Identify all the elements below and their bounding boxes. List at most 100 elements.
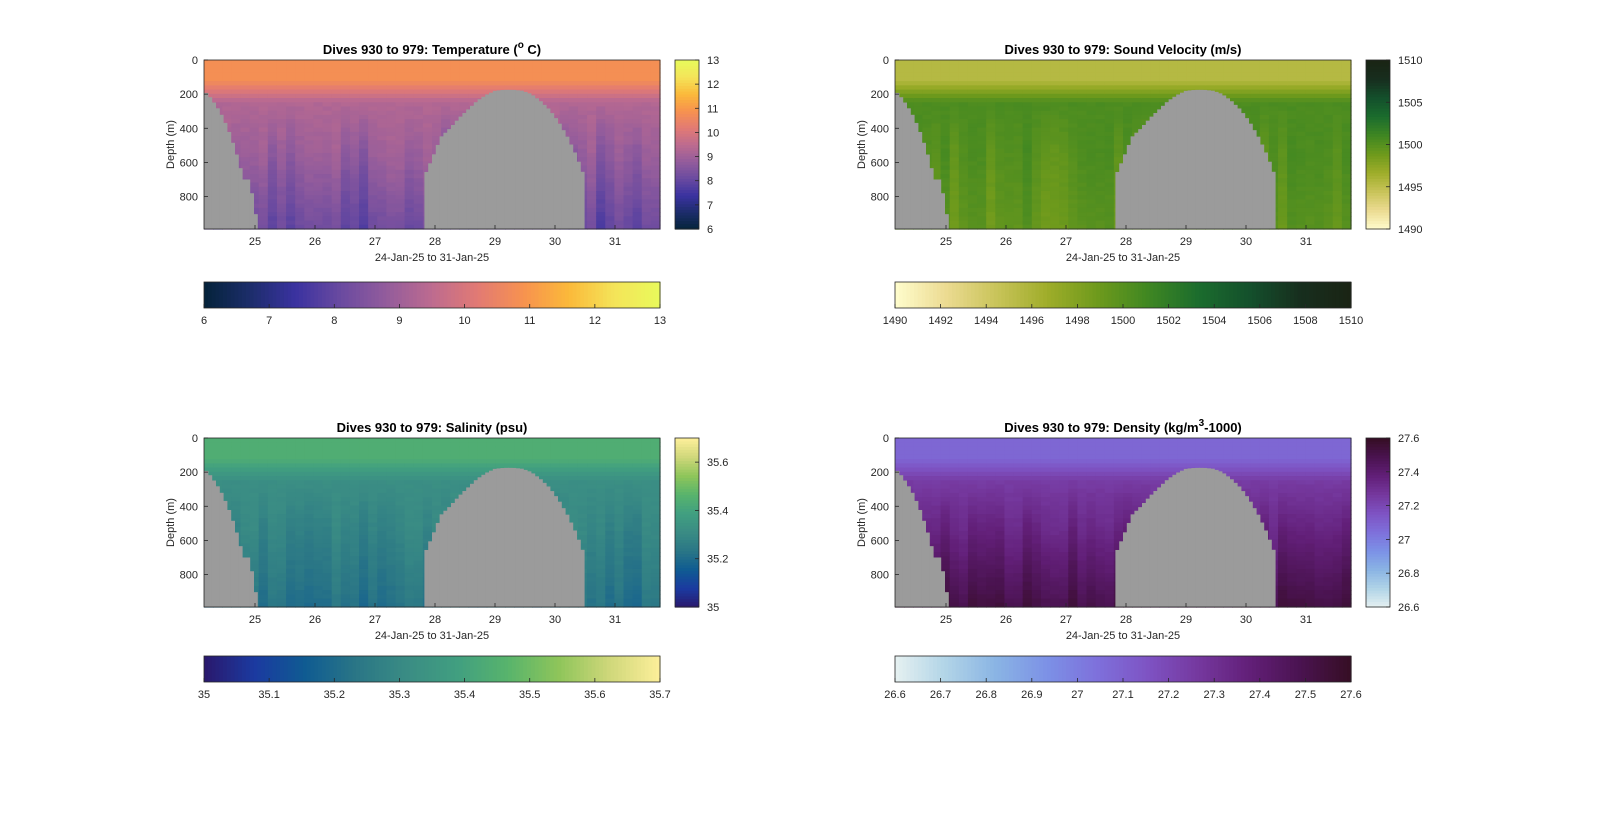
heatmap-cell [931,165,942,171]
heatmap-cell [568,106,579,112]
heatmap-cell [240,438,251,443]
heatmap-cell [986,216,996,222]
heatmap-cell [587,136,597,141]
colorbar-swatch [925,282,930,308]
heatmap-cell [995,224,1006,230]
heatmap-cell [368,68,378,74]
heatmap-cell [1132,81,1142,86]
heatmap-cell [477,60,488,65]
heatmap-cell [1040,106,1051,112]
heatmap-cell [258,165,269,171]
heatmap-cell [322,102,333,108]
heatmap-cell [340,110,351,116]
heatmap-cell [331,72,342,78]
heatmap-cell [1031,89,1042,95]
heatmap-cell [931,131,942,137]
heatmap-cell [276,199,287,205]
heatmap-cell [276,144,287,150]
heatmap-cell [450,76,460,82]
heatmap-cell [958,224,969,230]
heatmap-cell [1141,85,1151,91]
heatmap-cell [313,127,324,133]
colorbar-swatch [1366,155,1390,160]
heatmap-cell [1059,165,1069,171]
heatmap-cell [650,131,661,137]
heatmap-cell [650,76,661,82]
heatmap-cell [267,102,278,108]
heatmap-cell [395,195,406,201]
heatmap-cell [432,72,442,78]
heatmap-cell [276,186,287,192]
heatmap-cell [340,127,351,133]
heatmap-cell [267,144,278,150]
heatmap-cell [1123,64,1133,70]
heatmap-cell [1013,207,1024,213]
heatmap-cell [1086,106,1097,112]
heatmap-cell [958,199,969,205]
heatmap-cell [395,169,406,175]
heatmap-cell [267,442,278,448]
heatmap-cell [967,212,978,217]
heatmap-cell [1123,93,1133,99]
heatmap-cell [986,212,996,217]
heatmap-cell [286,76,296,82]
heatmap-cell [1077,212,1088,217]
heatmap-cell [577,123,588,129]
heatmap-cell [213,60,223,65]
colorbar-swatch [1240,282,1246,308]
heatmap-cell [304,85,315,91]
heatmap-cell [568,72,579,78]
heatmap-cell [459,81,470,86]
heatmap-cell [477,72,488,78]
heatmap-cell [1077,190,1088,196]
colorbar-swatch [302,282,308,308]
heatmap-cell [459,102,470,108]
heatmap-cell [967,123,978,129]
heatmap-cell [1314,224,1325,230]
heatmap-cell [377,212,387,217]
heatmap-cell [267,174,278,179]
heatmap-cell [1004,220,1015,226]
heatmap-cell [395,157,406,162]
heatmap-cell [1040,136,1051,141]
heatmap-cell [967,144,978,150]
heatmap-cell [1086,216,1097,222]
y-tick-label: 0 [883,55,889,67]
heatmap-cell [1113,114,1124,120]
heatmap-cell [432,131,442,137]
heatmap-cell [1013,60,1024,65]
heatmap-cell [286,85,296,91]
heatmap-cell [1323,98,1334,103]
heatmap-cell [322,119,333,124]
seafloor-segment [906,108,911,229]
heatmap-cell [605,76,615,82]
heatmap-cell [286,450,296,456]
heatmap-cell [258,144,269,150]
heatmap-cell [967,60,978,65]
heatmap-cell [313,110,324,116]
heatmap-cell [559,127,570,133]
heatmap-cell [222,463,232,469]
heatmap-cell [1040,195,1051,201]
heatmap-cell [623,119,634,124]
heatmap-cell [605,68,615,74]
heatmap-cell [313,123,324,129]
heatmap-cell [359,68,369,74]
heatmap-cell [349,140,360,146]
heatmap-cell [240,459,251,464]
heatmap-cell [276,64,287,70]
heatmap-cell [413,203,424,209]
heatmap-cell [931,110,942,116]
heatmap-cell [249,60,260,65]
heatmap-cell [249,123,260,129]
heatmap-cell [404,207,415,213]
heatmap-cell [1050,165,1060,171]
heatmap-cell [340,169,351,175]
heatmap-cell [267,131,278,137]
heatmap-cell [258,602,269,608]
heatmap-cell [596,165,606,171]
heatmap-cell [377,190,387,196]
heatmap-cell [377,131,387,137]
colorbar-swatch [378,282,384,308]
heatmap-cell [441,119,451,124]
